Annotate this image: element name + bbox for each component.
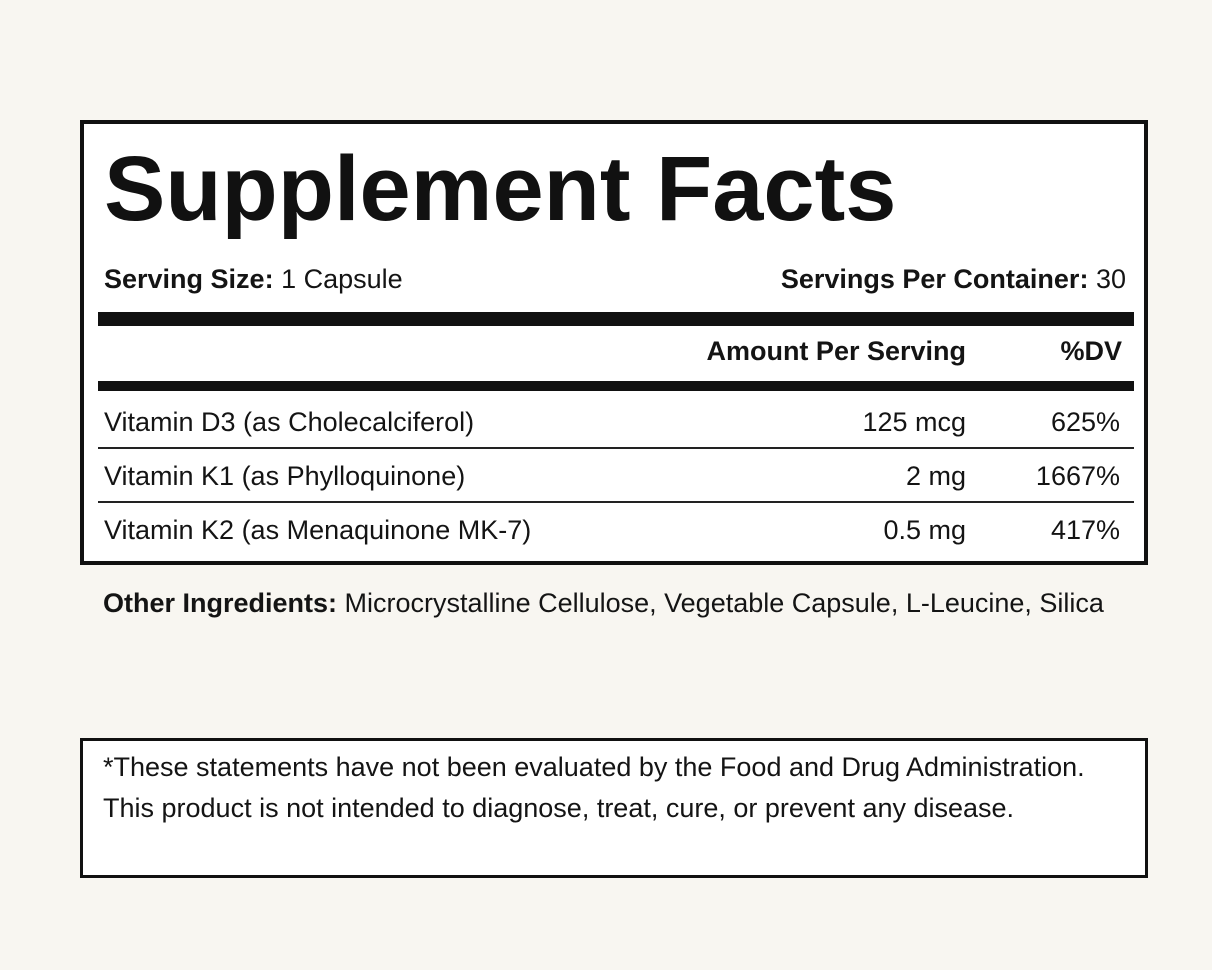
supplement-facts-panel: Supplement Facts Serving Size: 1 Capsule… — [80, 120, 1148, 565]
nutrient-amount: 0.5 mg — [883, 515, 966, 545]
other-ingredients: Other Ingredients: Microcrystalline Cell… — [103, 583, 1113, 623]
nutrient-row: Vitamin K1 (as Phylloquinone) 2 mg 1667% — [98, 449, 1134, 503]
nutrient-row: Vitamin K2 (as Menaquinone MK-7) 0.5 mg … — [98, 503, 1134, 557]
other-ingredients-value: Microcrystalline Cellulose, Vegetable Ca… — [344, 588, 1104, 618]
servings-per-container-value: 30 — [1095, 264, 1126, 294]
nutrient-dv: 625% — [1050, 407, 1120, 437]
disclaimer-text: *These statements have not been evaluate… — [103, 752, 1085, 823]
servings-per-container: Servings Per Container: 30 — [781, 259, 1126, 299]
serving-size-value: 1 Capsule — [281, 264, 403, 294]
other-ingredients-label: Other Ingredients: — [103, 588, 338, 618]
serving-size: Serving Size: 1 Capsule — [104, 259, 403, 299]
thick-divider-top — [98, 312, 1134, 326]
servings-per-container-label: Servings Per Container: — [780, 264, 1089, 294]
nutrient-amount: 125 mcg — [862, 407, 966, 437]
daily-value-header: %DV — [1060, 336, 1122, 366]
nutrient-row: Vitamin D3 (as Cholecalciferol) 125 mcg … — [98, 395, 1134, 449]
serving-info-row: Serving Size: 1 Capsule Servings Per Con… — [104, 259, 1126, 299]
serving-size-label: Serving Size: — [104, 264, 274, 294]
nutrient-name: Vitamin K2 (as Menaquinone MK-7) — [104, 515, 532, 545]
thick-divider-header — [98, 381, 1134, 391]
fda-disclaimer: *These statements have not been evaluate… — [80, 738, 1148, 878]
amount-per-serving-header: Amount Per Serving — [706, 336, 966, 366]
nutrient-amount: 2 mg — [905, 461, 966, 491]
column-header-row: Amount Per Serving %DV — [104, 329, 1126, 373]
nutrient-name: Vitamin D3 (as Cholecalciferol) — [104, 407, 475, 437]
nutrient-dv: 417% — [1050, 515, 1120, 545]
nutrient-table: Vitamin D3 (as Cholecalciferol) 125 mcg … — [98, 395, 1134, 557]
nutrient-name: Vitamin K1 (as Phylloquinone) — [104, 461, 466, 491]
nutrient-dv: 1667% — [1035, 461, 1120, 491]
facts-title: Supplement Facts — [104, 138, 897, 240]
